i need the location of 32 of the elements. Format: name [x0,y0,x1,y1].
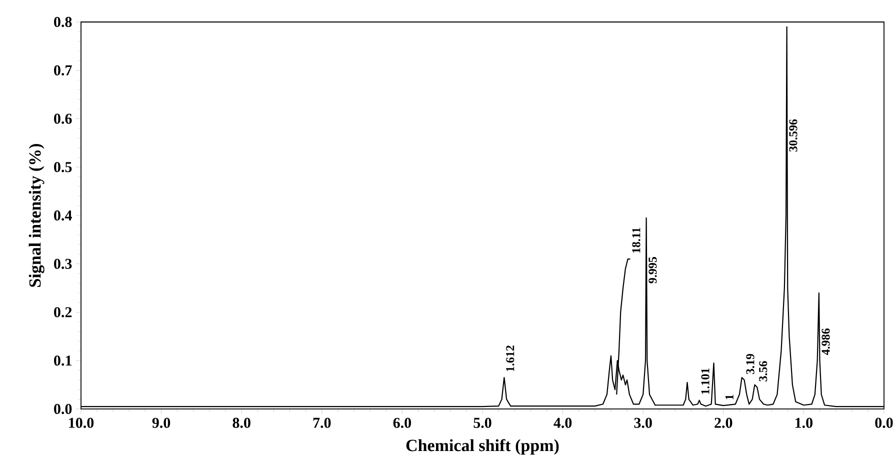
x-tick-label: 6.0 [393,418,412,428]
y-axis-title: Signal intensity (%) [28,144,44,287]
x-tick-label: 4.0 [554,418,572,428]
annotation: 9.995 [648,257,657,284]
y-tick-label: 0.6 [54,114,72,124]
y-tick-label: 0.7 [54,65,72,76]
y-tick-label: 0.0 [54,404,72,414]
annotation: 30.596 [789,119,798,152]
annotation: 1.101 [701,368,710,394]
x-tick-label: 10.0 [69,418,94,428]
x-tick-label: 3.0 [634,418,652,428]
annotation: 1.612 [506,346,514,372]
y-tick-label: 0.2 [54,307,72,318]
x-tick-label: 8.0 [232,418,250,428]
annotation: 1 [725,394,734,400]
annotation: 4.986 [822,328,830,356]
annotation: 18.11 [632,228,640,253]
y-tick-label: 0.8 [54,16,72,28]
y-tick-label: 0.5 [54,162,72,172]
x-tick-label: 9.0 [152,418,170,428]
x-tick-label: 2.0 [714,418,732,428]
line-series [616,258,631,396]
y-tick-label: 0.4 [54,210,72,221]
x-tick-label: 0.0 [875,418,893,428]
y-tick-label: 0.3 [54,258,72,269]
annotation: 3.19 [746,354,754,374]
x-tick-label: 5.0 [474,418,492,428]
annotation: 3.56 [759,361,768,382]
x-tick-label: 7.0 [313,418,331,428]
x-tick-label: 1.0 [796,418,812,428]
x-axis-title: Chemical shift (ppm) [406,439,559,455]
y-tick-label: 0.1 [54,356,72,366]
